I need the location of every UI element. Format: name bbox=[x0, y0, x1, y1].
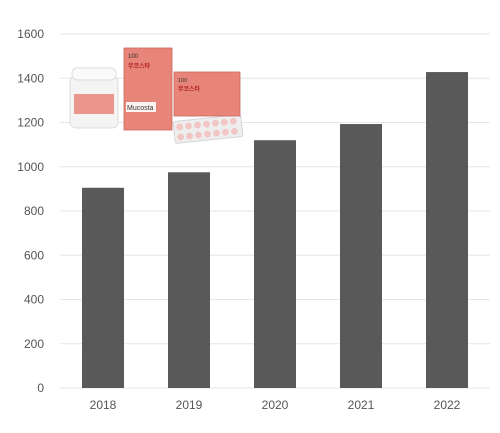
x-tick-label-2022: 2022 bbox=[434, 398, 461, 412]
y-tick-label: 1600 bbox=[17, 27, 44, 41]
tablet bbox=[177, 133, 185, 141]
tablet bbox=[203, 120, 210, 128]
box-label-large: 무코스타 bbox=[128, 62, 151, 70]
tablet bbox=[212, 119, 219, 127]
medicine-bottle bbox=[69, 67, 119, 129]
box-dose-text: 100 bbox=[128, 54, 139, 60]
medicine-box-small: 100 무코스타 bbox=[173, 71, 241, 117]
y-tick-label: 1400 bbox=[17, 71, 44, 85]
tablet bbox=[230, 127, 238, 135]
bar-2018 bbox=[82, 187, 124, 388]
blister-pack bbox=[172, 114, 244, 144]
medicine-box-large: 100 무코스타 Mucosta bbox=[123, 47, 173, 131]
product-photo: 100 무코스타 Mucosta 100 무코스타 bbox=[69, 47, 244, 144]
tablet bbox=[186, 132, 194, 140]
y-axis-tick-labels: 0 200 400 600 800 1000 1200 1400 1600 bbox=[17, 27, 44, 395]
y-tick-label: 1200 bbox=[17, 116, 44, 130]
bar-2020 bbox=[254, 140, 296, 388]
tablet bbox=[194, 121, 201, 129]
x-tick-label-2018: 2018 bbox=[90, 398, 117, 412]
bars bbox=[82, 72, 468, 389]
tablet bbox=[204, 130, 211, 138]
tablet bbox=[195, 131, 202, 139]
y-tick-label: 0 bbox=[37, 381, 44, 395]
box-brand-text: Mucosta bbox=[127, 105, 154, 112]
bar-2022 bbox=[426, 72, 468, 389]
y-tick-label: 200 bbox=[24, 337, 44, 351]
tablet bbox=[229, 117, 237, 125]
x-tick-label-2019: 2019 bbox=[176, 398, 203, 412]
y-tick-label: 1000 bbox=[17, 160, 44, 174]
tablet bbox=[220, 118, 228, 126]
box-dose-text-2: 100 bbox=[178, 78, 187, 84]
tablet bbox=[185, 122, 192, 130]
y-tick-label: 400 bbox=[24, 293, 44, 307]
tablet bbox=[213, 129, 220, 137]
y-tick-label: 600 bbox=[24, 248, 44, 262]
tablet bbox=[176, 123, 184, 131]
bar-2021 bbox=[340, 124, 382, 388]
x-tick-label-2020: 2020 bbox=[262, 398, 289, 412]
x-axis-tick-labels: 2018 2019 2020 2021 2022 bbox=[90, 398, 461, 412]
tablet bbox=[222, 128, 229, 136]
box-label-small: 무코스타 bbox=[178, 85, 201, 93]
x-tick-label-2021: 2021 bbox=[348, 398, 375, 412]
bar-2019 bbox=[168, 172, 210, 388]
y-tick-label: 800 bbox=[24, 204, 44, 218]
